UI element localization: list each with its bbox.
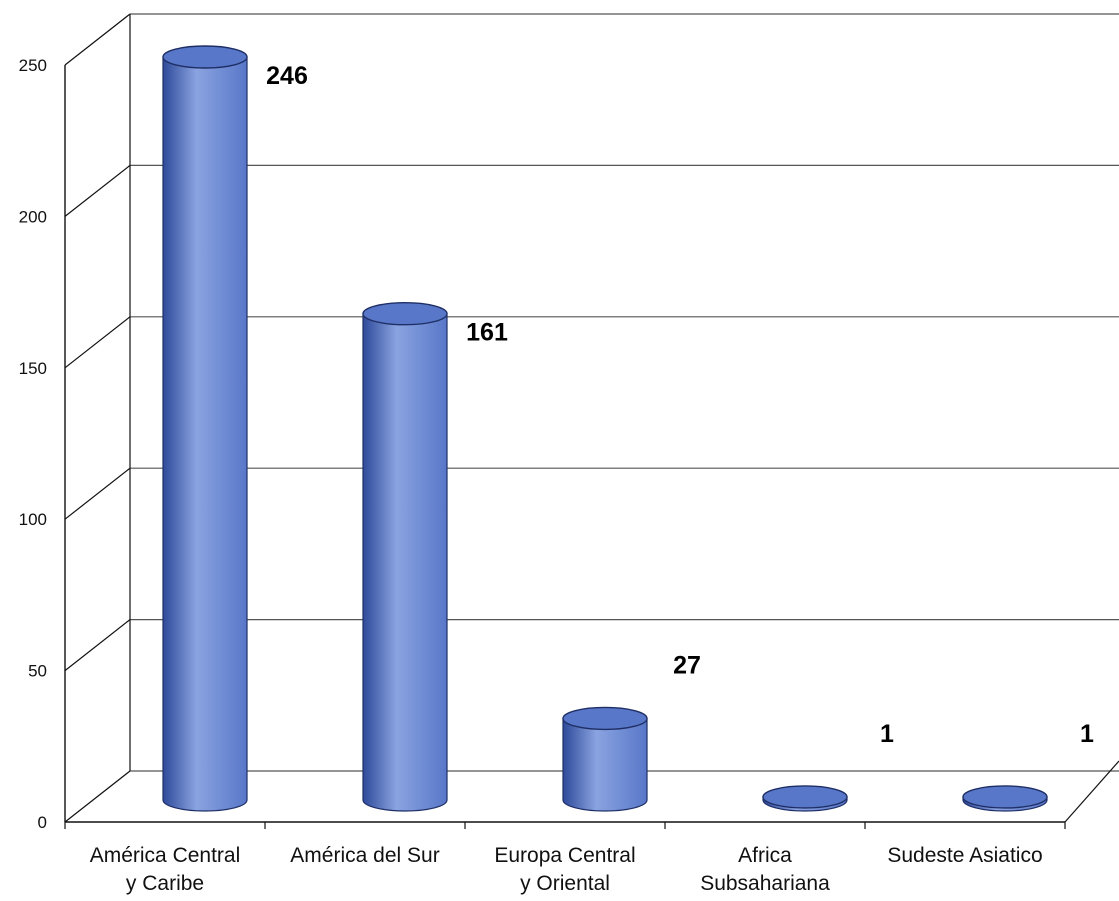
bar-body bbox=[562, 717, 648, 812]
axes bbox=[64, 14, 1119, 829]
data-label: 246 bbox=[266, 62, 308, 90]
y-tick-label: 200 bbox=[19, 207, 47, 226]
category-label: Europa Central y Oriental bbox=[494, 844, 635, 895]
bar bbox=[562, 706, 648, 812]
bar bbox=[362, 302, 448, 812]
gridline-side bbox=[64, 13, 131, 66]
y-tick-labels: 0 50 100 150 200 250 bbox=[19, 56, 47, 832]
data-labels: 246 161 27 1 1 bbox=[266, 62, 1094, 748]
bar-top bbox=[962, 785, 1048, 809]
floor-edge bbox=[1064, 760, 1119, 823]
y-tick-label: 50 bbox=[28, 662, 47, 681]
y-tick-label: 0 bbox=[38, 813, 47, 832]
gridline-side bbox=[64, 316, 131, 369]
y-tick-label: 150 bbox=[19, 359, 47, 378]
category-labels: América Central y Caribe América del Sur Eu… bbox=[90, 844, 1043, 895]
gridline-side bbox=[64, 770, 131, 823]
data-label: 1 bbox=[1080, 720, 1094, 748]
bar bbox=[962, 785, 1048, 812]
data-label: 1 bbox=[880, 720, 894, 748]
category-label: Sudeste Asiatico bbox=[887, 844, 1042, 867]
category-label: América del Sur bbox=[290, 844, 439, 867]
data-label: 27 bbox=[673, 651, 701, 679]
y-tick-label: 250 bbox=[19, 56, 47, 75]
category-label: América Central y Caribe bbox=[90, 844, 241, 895]
gridline-side bbox=[64, 467, 131, 520]
gridline-side bbox=[64, 164, 131, 217]
bar-top bbox=[762, 785, 848, 809]
y-tick-label: 100 bbox=[19, 510, 47, 529]
gridline-side bbox=[64, 619, 131, 672]
bar-top bbox=[162, 45, 248, 69]
category-label: Africa Subsahariana bbox=[700, 844, 830, 895]
bars bbox=[162, 45, 1048, 812]
bar bbox=[162, 45, 248, 812]
bar-body bbox=[162, 56, 248, 812]
bar-top bbox=[362, 302, 448, 326]
bar-top bbox=[562, 706, 648, 731]
bar-body bbox=[362, 313, 448, 812]
gridlines bbox=[64, 13, 1119, 823]
data-label: 161 bbox=[466, 319, 508, 347]
bar bbox=[762, 785, 848, 812]
